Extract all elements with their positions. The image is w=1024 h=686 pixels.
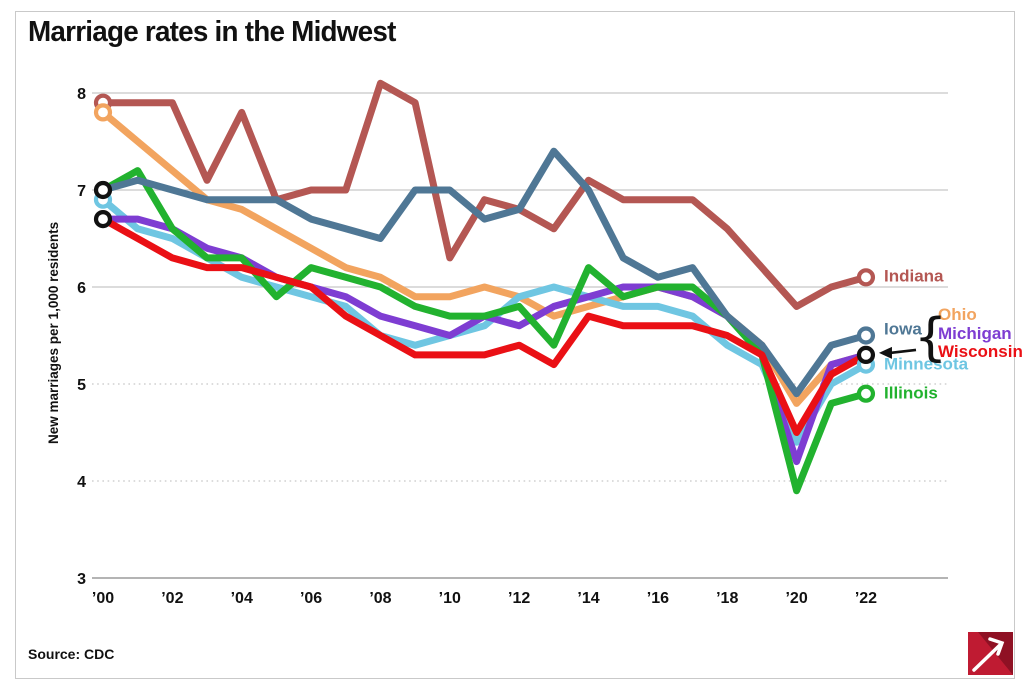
x-tick-2012: ’12: [508, 590, 530, 607]
x-tick-2000: ’00: [92, 590, 114, 607]
series-line-iowa: [99, 147, 870, 398]
series-line-minnesota: [99, 196, 870, 446]
start-marker-overlap: [93, 210, 113, 229]
end-marker-overlap: [856, 345, 876, 364]
start-marker-overlap: [93, 180, 113, 200]
y-tick-4: 4: [77, 474, 86, 491]
start-marker-ohio: [93, 103, 113, 122]
end-marker-indiana: [856, 268, 876, 287]
x-tick-2014: ’14: [577, 590, 599, 607]
x-tick-2022: ’22: [855, 590, 877, 607]
series-line-wisconsin: [99, 215, 870, 436]
label-michigan: Michigan: [938, 324, 1012, 343]
publisher-logo: [968, 632, 1013, 675]
outer-border: [15, 11, 1015, 679]
end-marker-illinois: [856, 384, 876, 403]
x-tick-2018: ’18: [716, 590, 738, 607]
end-marker-iowa: [856, 326, 876, 345]
group-arrow-head: [878, 346, 892, 359]
y-tick-8: 8: [77, 86, 86, 103]
x-tick-2008: ’08: [369, 590, 391, 607]
logo-dark-triangle: [978, 632, 1013, 675]
label-iowa: Iowa: [884, 320, 922, 339]
source-note: Source: CDC: [28, 646, 115, 662]
chart-title: Marriage rates in the Midwest: [28, 16, 396, 48]
label-indiana: Indiana: [884, 266, 944, 285]
label-wisconsin: Wisconsin: [938, 342, 1023, 361]
x-tick-2020: ’20: [785, 590, 807, 607]
label-illinois: Illinois: [884, 384, 938, 403]
x-tick-2016: ’16: [647, 590, 669, 607]
label-ohio: Ohio: [938, 305, 977, 324]
y-tick-5: 5: [77, 377, 86, 394]
x-tick-2006: ’06: [300, 590, 322, 607]
logo-arrow-icon: [972, 637, 1005, 672]
y-tick-7: 7: [77, 183, 86, 200]
y-tick-6: 6: [77, 280, 86, 297]
label-minnesota: Minnesota: [884, 355, 969, 374]
x-tick-2002: ’02: [161, 590, 183, 607]
y-tick-3: 3: [77, 571, 86, 588]
x-tick-2004: ’04: [231, 590, 253, 607]
series-line-indiana: [99, 79, 870, 310]
group-brace: {: [914, 308, 947, 368]
x-tick-2010: ’10: [439, 590, 461, 607]
group-arrow-line: [889, 348, 917, 355]
